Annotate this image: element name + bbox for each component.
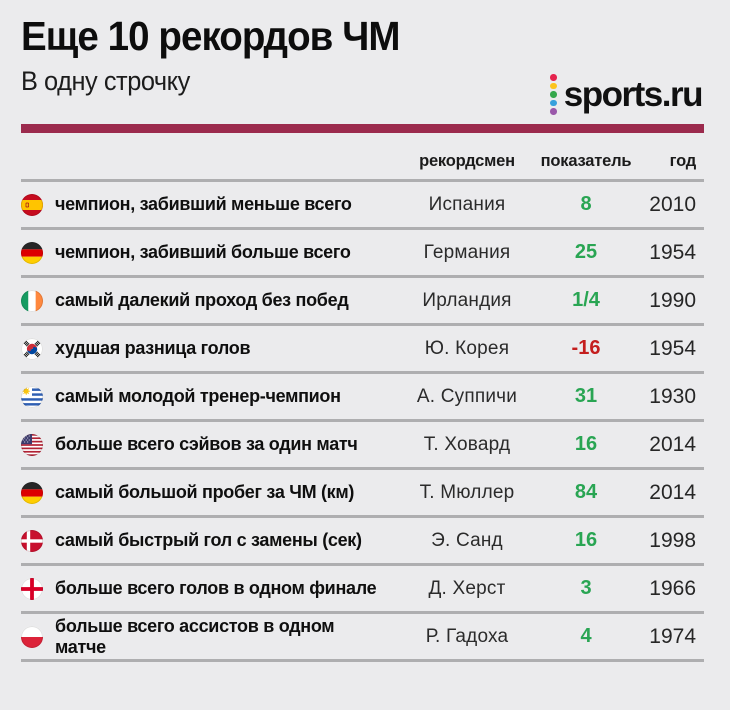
record-year: 2014 bbox=[649, 432, 696, 456]
record-year: 2014 bbox=[649, 480, 696, 504]
record-year: 1954 bbox=[649, 336, 696, 360]
record-year: 1990 bbox=[649, 288, 696, 312]
table-row: самый далекий проход без побед Ирландия … bbox=[21, 278, 704, 326]
record-description: больше всего сэйвов за один матч bbox=[55, 434, 358, 454]
table-row: самый молодой тренер-чемпион А. Суппичи … bbox=[21, 374, 704, 422]
record-value: 16 bbox=[574, 433, 598, 455]
record-holder: Т. Ховард bbox=[423, 433, 511, 455]
logo-dot bbox=[550, 108, 557, 115]
record-year: 1966 bbox=[649, 576, 696, 600]
record-year: 2010 bbox=[649, 192, 696, 216]
record-value: 25 bbox=[574, 241, 598, 263]
ireland-flag bbox=[21, 289, 43, 312]
column-header-year: год bbox=[669, 152, 697, 170]
south-korea-flag bbox=[21, 337, 43, 360]
record-value: 31 bbox=[574, 385, 598, 407]
divider-bar bbox=[21, 124, 704, 133]
logo-dot bbox=[550, 82, 557, 89]
table-header-row: рекордсмен показатель год bbox=[21, 133, 704, 182]
poland-flag bbox=[21, 625, 43, 648]
record-holder: Испания bbox=[428, 193, 506, 215]
column-header-recordsman: рекордсмен bbox=[419, 152, 515, 170]
england-flag bbox=[21, 577, 43, 600]
record-holder: А. Суппичи bbox=[416, 385, 518, 407]
uruguay-flag bbox=[21, 385, 43, 408]
table-row: больше всего сэйвов за один матч Т. Хова… bbox=[21, 422, 704, 470]
logo-dot bbox=[550, 91, 557, 98]
denmark-flag bbox=[21, 529, 43, 552]
table-row: худшая разница голов Ю. Корея -16 1954 bbox=[21, 326, 704, 374]
usa-flag bbox=[21, 433, 43, 456]
records-table: рекордсмен показатель год чемпион, забив… bbox=[21, 133, 704, 662]
page-title: Еще 10 рекордов ЧМ bbox=[21, 13, 400, 59]
column-header-value: показатель bbox=[540, 152, 632, 170]
record-value: 84 bbox=[574, 481, 598, 503]
record-description: худшая разница голов bbox=[55, 338, 251, 358]
germany-flag bbox=[21, 481, 43, 504]
record-holder: Э. Санд bbox=[431, 529, 503, 551]
logo-dots-icon bbox=[550, 74, 557, 115]
logo-dot bbox=[550, 99, 557, 106]
record-year: 1930 bbox=[649, 384, 696, 408]
record-description: больше всего ассистов в одном матче bbox=[55, 615, 335, 657]
record-description: самый большой пробег за ЧМ (км) bbox=[55, 482, 355, 502]
table-row: больше всего ассистов в одном матче Р. Г… bbox=[21, 614, 704, 662]
table-row: больше всего голов в одном финале Д. Хер… bbox=[21, 566, 704, 614]
record-holder: Р. Гадоха bbox=[425, 625, 509, 647]
record-holder: Т. Мюллер bbox=[419, 481, 515, 503]
record-holder: Д. Херст bbox=[428, 577, 506, 599]
table-row: чемпион, забивший больше всего Германия … bbox=[21, 230, 704, 278]
record-value: 4 bbox=[580, 625, 592, 647]
sports-ru-logo[interactable]: sports.ru bbox=[550, 74, 704, 115]
record-description: самый далекий проход без побед bbox=[55, 290, 349, 310]
record-year: 1954 bbox=[649, 240, 696, 264]
record-year: 1974 bbox=[649, 624, 696, 648]
record-value: 3 bbox=[580, 577, 592, 599]
record-value: 1/4 bbox=[572, 289, 600, 311]
record-description: чемпион, забивший больше всего bbox=[55, 242, 351, 262]
header: Еще 10 рекордов ЧМ В одну строчку sports… bbox=[0, 0, 730, 124]
record-holder: Германия bbox=[423, 241, 511, 263]
spain-flag bbox=[21, 193, 43, 216]
logo-text: sports.ru bbox=[563, 74, 704, 114]
logo-dot bbox=[550, 74, 557, 81]
record-year: 1998 bbox=[649, 528, 696, 552]
germany-flag bbox=[21, 241, 43, 264]
record-holder: Ирландия bbox=[422, 289, 512, 311]
table-body: чемпион, забивший меньше всего Испания 8… bbox=[21, 182, 704, 662]
record-description: больше всего голов в одном финале bbox=[55, 578, 377, 598]
table-row: самый быстрый гол с замены (сек) Э. Санд… bbox=[21, 518, 704, 566]
page-subtitle: В одну строчку bbox=[21, 66, 190, 97]
table-row: самый большой пробег за ЧМ (км) Т. Мюлле… bbox=[21, 470, 704, 518]
table-row: чемпион, забивший меньше всего Испания 8… bbox=[21, 182, 704, 230]
record-holder: Ю. Корея bbox=[424, 337, 510, 359]
record-description: самый быстрый гол с замены (сек) bbox=[55, 530, 362, 550]
record-description: чемпион, забивший меньше всего bbox=[55, 194, 352, 214]
record-value: -16 bbox=[571, 337, 601, 359]
record-value: 16 bbox=[574, 529, 598, 551]
record-description: самый молодой тренер-чемпион bbox=[55, 386, 341, 406]
record-value: 8 bbox=[580, 193, 592, 215]
